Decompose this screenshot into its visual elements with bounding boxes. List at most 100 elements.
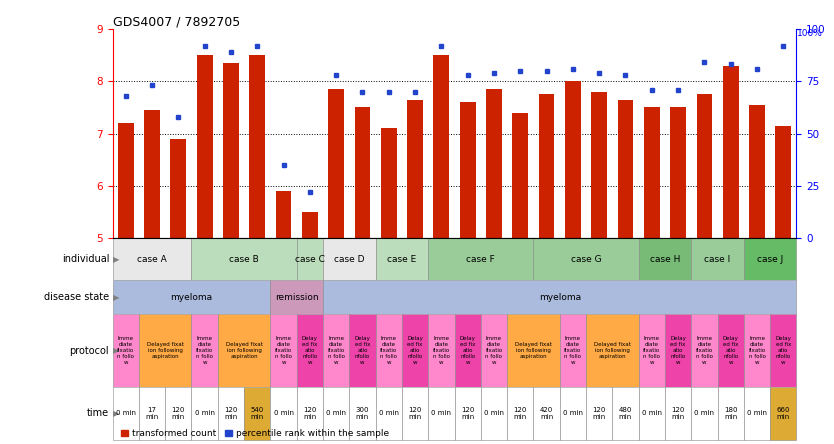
Bar bbox=[276, 191, 291, 238]
Bar bbox=[560, 387, 586, 440]
Text: Delay
ed fix
atio
nfollo
w: Delay ed fix atio nfollo w bbox=[671, 337, 686, 365]
Bar bbox=[560, 314, 586, 387]
Text: Imme
diate
fixatio
n follo
w: Imme diate fixatio n follo w bbox=[485, 337, 503, 365]
Text: 120
min: 120 min bbox=[172, 407, 185, 420]
Bar bbox=[539, 94, 555, 238]
Text: 120
min: 120 min bbox=[461, 407, 475, 420]
Bar bbox=[644, 107, 660, 238]
Bar bbox=[591, 92, 607, 238]
Text: case G: case G bbox=[570, 255, 601, 264]
Text: GDS4007 / 7892705: GDS4007 / 7892705 bbox=[113, 16, 240, 29]
Bar bbox=[323, 314, 349, 387]
Text: Delayed fixat
ion following
aspiration: Delayed fixat ion following aspiration bbox=[594, 342, 631, 359]
Bar bbox=[749, 105, 765, 238]
Text: myeloma: myeloma bbox=[539, 293, 580, 301]
Bar bbox=[776, 126, 791, 238]
Text: Delay
ed fix
atio
nfollo
w: Delay ed fix atio nfollo w bbox=[407, 337, 423, 365]
Bar bbox=[744, 314, 770, 387]
Text: case J: case J bbox=[757, 255, 783, 264]
Bar bbox=[691, 387, 717, 440]
Bar bbox=[270, 314, 297, 387]
Text: Delay
ed fix
atio
nfollo
w: Delay ed fix atio nfollo w bbox=[354, 337, 370, 365]
Bar bbox=[139, 314, 192, 387]
Text: 660
min: 660 min bbox=[776, 407, 790, 420]
Text: 120
min: 120 min bbox=[514, 407, 527, 420]
Bar bbox=[770, 314, 796, 387]
Bar bbox=[270, 280, 323, 314]
Text: case E: case E bbox=[387, 255, 416, 264]
Legend: transformed count, percentile rank within the sample: transformed count, percentile rank withi… bbox=[117, 425, 392, 442]
Bar bbox=[671, 107, 686, 238]
Text: Delay
ed fix
atio
nfollo
w: Delay ed fix atio nfollo w bbox=[776, 337, 791, 365]
Text: 120
min: 120 min bbox=[304, 407, 317, 420]
Text: 540
min: 540 min bbox=[251, 407, 264, 420]
Bar bbox=[323, 280, 796, 314]
Text: 0 min: 0 min bbox=[274, 410, 294, 416]
Bar bbox=[507, 387, 534, 440]
Bar bbox=[486, 89, 502, 238]
Bar bbox=[481, 387, 507, 440]
Bar bbox=[744, 238, 796, 280]
Text: Imme
diate
fixatio
n follo
w: Imme diate fixatio n follo w bbox=[117, 337, 134, 365]
Text: 0 min: 0 min bbox=[642, 410, 662, 416]
Bar bbox=[586, 314, 639, 387]
Text: Imme
diate
fixatio
n follo
w: Imme diate fixatio n follo w bbox=[433, 337, 450, 365]
Bar bbox=[639, 314, 665, 387]
Bar bbox=[375, 387, 402, 440]
Bar bbox=[512, 113, 528, 238]
Text: ▶: ▶ bbox=[113, 293, 120, 301]
Text: remission: remission bbox=[275, 293, 319, 301]
Bar bbox=[192, 387, 218, 440]
Bar bbox=[165, 387, 192, 440]
Bar bbox=[297, 238, 323, 280]
Bar bbox=[696, 94, 712, 238]
Text: Imme
diate
fixatio
n follo
w: Imme diate fixatio n follo w bbox=[696, 337, 713, 365]
Bar bbox=[507, 314, 560, 387]
Bar bbox=[717, 387, 744, 440]
Bar bbox=[329, 89, 344, 238]
Bar bbox=[375, 314, 402, 387]
Text: Delayed fixat
ion following
aspiration: Delayed fixat ion following aspiration bbox=[515, 342, 552, 359]
Bar bbox=[197, 55, 213, 238]
Text: case B: case B bbox=[229, 255, 259, 264]
Bar bbox=[375, 238, 428, 280]
Text: 17
min: 17 min bbox=[145, 407, 158, 420]
Text: 0 min: 0 min bbox=[379, 410, 399, 416]
Bar bbox=[428, 314, 455, 387]
Bar bbox=[302, 212, 318, 238]
Bar bbox=[118, 123, 133, 238]
Bar bbox=[144, 110, 160, 238]
Text: 0 min: 0 min bbox=[747, 410, 767, 416]
Bar bbox=[354, 107, 370, 238]
Bar bbox=[297, 387, 323, 440]
Bar bbox=[192, 314, 218, 387]
Text: Delay
ed fix
atio
nfollo
w: Delay ed fix atio nfollo w bbox=[723, 337, 739, 365]
Text: Imme
diate
fixatio
n follo
w: Imme diate fixatio n follo w bbox=[275, 337, 292, 365]
Text: 120
min: 120 min bbox=[592, 407, 605, 420]
Bar bbox=[428, 387, 455, 440]
Text: 300
min: 300 min bbox=[356, 407, 369, 420]
Text: ▶: ▶ bbox=[113, 255, 120, 264]
Bar bbox=[381, 128, 397, 238]
Bar bbox=[455, 314, 481, 387]
Bar bbox=[139, 387, 165, 440]
Bar bbox=[565, 81, 580, 238]
Text: Imme
diate
fixatio
n follo
w: Imme diate fixatio n follo w bbox=[565, 337, 581, 365]
Text: Delay
ed fix
atio
nfollo
w: Delay ed fix atio nfollo w bbox=[460, 337, 475, 365]
Bar bbox=[244, 387, 270, 440]
Bar bbox=[534, 387, 560, 440]
Text: case H: case H bbox=[650, 255, 681, 264]
Bar bbox=[249, 55, 265, 238]
Bar bbox=[349, 314, 375, 387]
Bar bbox=[113, 387, 139, 440]
Text: ▶: ▶ bbox=[113, 409, 120, 418]
Bar bbox=[723, 66, 739, 238]
Bar bbox=[665, 314, 691, 387]
Bar bbox=[323, 387, 349, 440]
Bar bbox=[586, 387, 612, 440]
Bar bbox=[349, 387, 375, 440]
Text: Imme
diate
fixatio
n follo
w: Imme diate fixatio n follo w bbox=[328, 337, 344, 365]
Text: case C: case C bbox=[295, 255, 324, 264]
Text: 120
min: 120 min bbox=[409, 407, 422, 420]
Bar bbox=[113, 314, 139, 387]
